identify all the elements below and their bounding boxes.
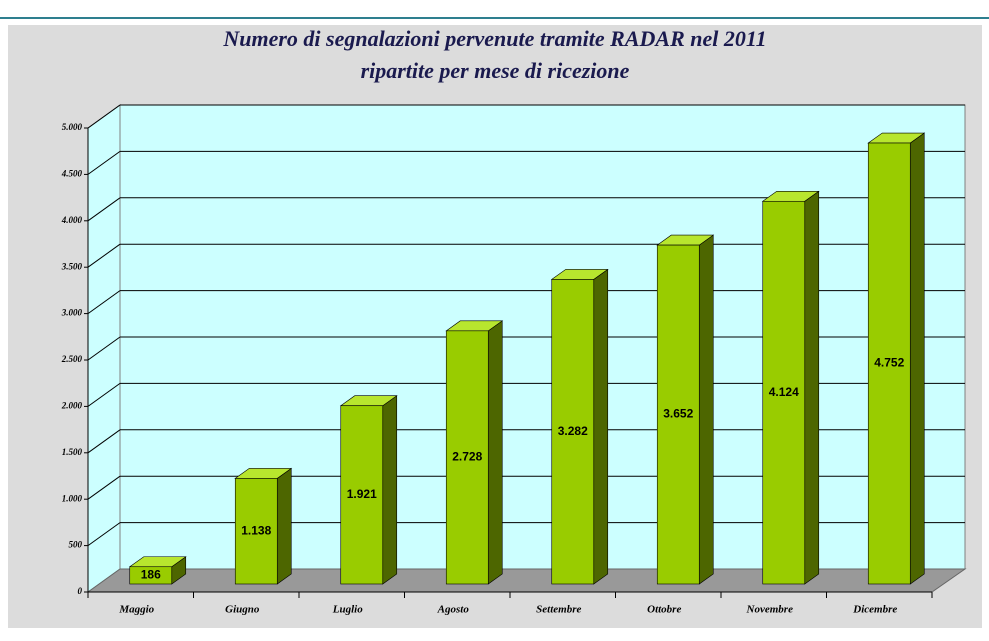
x-tick-label: Giugno: [225, 604, 260, 616]
bar: [445, 330, 489, 585]
y-tick-label: 0: [78, 586, 83, 596]
bar: [129, 566, 173, 585]
data-label: 3.282: [558, 424, 588, 438]
y-tick-label: 5.000: [62, 122, 83, 132]
grid-line: [87, 382, 121, 407]
bar-side: [487, 320, 503, 585]
x-tick-label: Ottobre: [647, 604, 681, 616]
x-tick-label: Luglio: [332, 604, 363, 616]
grid-line: [87, 522, 121, 547]
y-tick-label: 3.500: [61, 261, 83, 271]
y-tick-label: 2.000: [61, 400, 83, 410]
chart-subtitle: ripartite per mese di ricezione: [361, 58, 630, 83]
chart-title: Numero di segnalazioni pervenute tramite…: [222, 26, 766, 51]
bar-side: [804, 190, 820, 585]
floor: [86, 568, 967, 593]
y-tick-label: 4.000: [61, 215, 83, 225]
x-tick-label: Maggio: [118, 604, 154, 616]
bar: [762, 200, 806, 585]
bar: [234, 478, 278, 585]
bar-side: [698, 234, 714, 585]
y-tick-label: 4.500: [61, 168, 83, 178]
data-label: 186: [141, 568, 161, 582]
grid-line: [87, 290, 121, 315]
bar-side: [593, 268, 609, 585]
data-label: 4.124: [769, 385, 799, 399]
x-tick-label: Novembre: [746, 604, 794, 616]
x-tick-label: Settembre: [536, 604, 581, 616]
grid-line: [87, 475, 121, 500]
bar: [340, 405, 384, 585]
data-label: 3.652: [663, 407, 693, 421]
bar-side: [276, 467, 292, 585]
data-label: 4.752: [874, 356, 904, 370]
data-label: 2.728: [452, 450, 482, 464]
grid-line: [87, 336, 121, 361]
bar: [867, 142, 911, 585]
x-tick-label: Dicembre: [852, 604, 897, 616]
grid-line: [87, 429, 121, 454]
grid-line: [87, 104, 121, 129]
data-label: 1.921: [347, 487, 377, 501]
y-tick-label: 500: [69, 540, 83, 550]
y-tick-label: 3.000: [61, 308, 83, 318]
y-tick-label: 2.500: [61, 354, 83, 364]
y-tick-label: 1.500: [62, 447, 83, 457]
y-tick-label: 1.000: [62, 493, 83, 503]
data-label: 1.138: [241, 523, 271, 537]
grid-line: [87, 150, 121, 175]
bar: [551, 279, 595, 585]
bar: [656, 244, 700, 585]
bar-side: [909, 132, 925, 585]
bar-side: [382, 395, 398, 585]
x-tick-label: Agosto: [437, 604, 470, 616]
grid-line: [87, 243, 121, 268]
grid-line: [87, 197, 121, 222]
